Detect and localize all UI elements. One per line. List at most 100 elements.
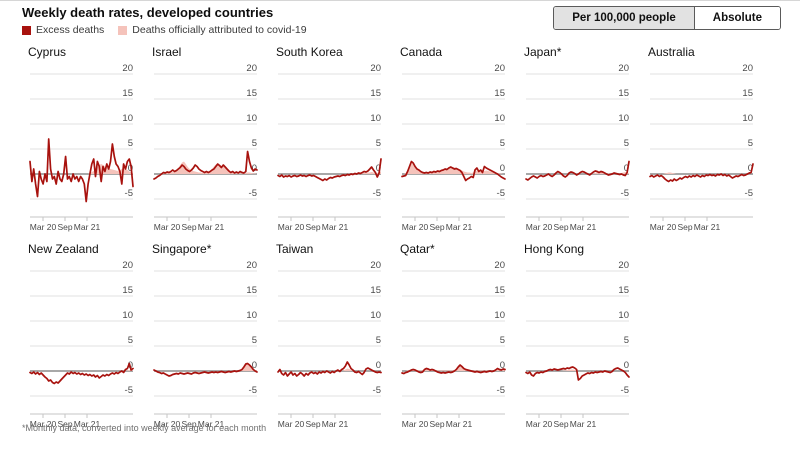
y-tick-label: 10 (494, 113, 505, 124)
y-tick-label: 10 (122, 113, 133, 124)
chart-south-korea: South Korea 20 15 10 5 0 -5 Mar 20 Sep Mar 21 (276, 45, 382, 232)
y-tick-label: 5 (128, 138, 133, 149)
x-tick-label: Mar 20 (650, 222, 677, 232)
x-tick-label: Sep (305, 222, 320, 232)
y-tick-label: 15 (122, 88, 133, 99)
y-tick-label: 5 (376, 335, 381, 346)
excess-deaths-line (29, 362, 134, 385)
y-tick-label: -5 (249, 188, 257, 199)
chart-title: Israel (152, 45, 182, 59)
x-tick-label: Sep (57, 222, 72, 232)
covid-deaths-area (30, 164, 133, 174)
x-tick-label: Mar 21 (322, 222, 349, 232)
y-tick-label: 20 (246, 63, 257, 74)
excess-deaths-line (401, 364, 506, 375)
chart-qatar: Qatar* 20 15 10 5 0 -5 Mar 20 Sep Mar 21 (400, 242, 506, 429)
y-tick-label: 10 (246, 310, 257, 321)
y-tick-label: 20 (246, 260, 257, 271)
excess-deaths-line (277, 361, 382, 377)
x-tick-label: Sep (553, 419, 568, 429)
chart-title: Australia (648, 45, 695, 59)
x-tick-label: Mar 21 (570, 419, 597, 429)
x-tick-label: Mar 20 (278, 419, 305, 429)
x-tick-label: Sep (181, 419, 196, 429)
y-tick-label: -5 (497, 188, 505, 199)
chart-title: Qatar* (400, 242, 435, 256)
x-tick-label: Mar 20 (30, 419, 57, 429)
y-tick-label: 20 (618, 260, 629, 271)
x-tick-label: Mar 21 (74, 222, 101, 232)
y-tick-label: 15 (122, 285, 133, 296)
chart-israel: Israel 20 15 10 5 0 -5 Mar 20 Sep Mar 21 (152, 45, 258, 232)
chart-cyprus: Cyprus 20 15 10 5 0 -5 Mar 20 Sep Mar 21 (28, 45, 134, 232)
y-tick-label: 0 (376, 360, 381, 371)
x-tick-label: Mar 21 (446, 222, 473, 232)
excess-deaths-line (525, 366, 630, 381)
chart-singapore: Singapore* 20 15 10 5 0 -5 Mar 20 Sep Mar 21 (152, 242, 258, 429)
y-tick-label: 5 (748, 138, 753, 149)
charts-row-1: Cyprus 20 15 10 5 0 -5 Mar 20 Sep Mar 21 Israel 20 1… (28, 45, 774, 232)
y-tick-label: 20 (122, 63, 133, 74)
y-tick-label: 5 (500, 335, 505, 346)
y-tick-label: 15 (742, 88, 753, 99)
legend-item-covid-deaths: Deaths officially attributed to covid-19 (118, 24, 307, 36)
absolute-button[interactable]: Absolute (694, 7, 780, 29)
covid-deaths-area (154, 161, 257, 174)
unit-toggle: Per 100,000 people Absolute (553, 6, 781, 30)
y-tick-label: 10 (370, 113, 381, 124)
y-tick-label: 10 (494, 310, 505, 321)
x-tick-label: Mar 21 (694, 222, 721, 232)
per-100000-people-button[interactable]: Per 100,000 people (554, 7, 695, 29)
y-tick-label: 0 (252, 163, 257, 174)
y-tick-label: 20 (370, 63, 381, 74)
covid-deaths-area (526, 172, 629, 174)
chart-canada: Canada 20 15 10 5 0 -5 Mar 20 Sep Mar 21 (400, 45, 506, 232)
page-title: Weekly death rates, developed countries (22, 5, 274, 20)
x-tick-label: Mar 20 (402, 222, 429, 232)
covid-deaths-swatch-icon (118, 25, 128, 35)
x-tick-label: Mar 21 (198, 419, 225, 429)
x-tick-label: Mar 20 (30, 222, 57, 232)
x-tick-label: Sep (305, 419, 320, 429)
chart-title: Hong Kong (524, 242, 585, 256)
x-tick-label: Mar 21 (446, 419, 473, 429)
y-tick-label: 10 (618, 113, 629, 124)
excess-deaths-line (401, 160, 506, 182)
y-tick-label: 5 (624, 138, 629, 149)
x-tick-label: Mar 21 (322, 419, 349, 429)
y-tick-label: 5 (128, 335, 133, 346)
y-tick-label: 15 (370, 88, 381, 99)
chart-title: Canada (400, 45, 443, 59)
y-tick-label: -5 (745, 188, 753, 199)
chart-japan: Japan* 20 15 10 5 0 -5 Mar 20 Sep Mar 21 (524, 45, 630, 232)
y-tick-label: 5 (376, 138, 381, 149)
y-tick-label: 10 (742, 113, 753, 124)
chart-title: Japan* (524, 45, 562, 59)
x-tick-label: Mar 20 (526, 419, 553, 429)
y-tick-label: -5 (621, 188, 629, 199)
y-tick-label: 20 (494, 63, 505, 74)
y-tick-label: 15 (618, 285, 629, 296)
legend-label: Deaths officially attributed to covid-19 (132, 24, 307, 36)
x-tick-label: Sep (429, 222, 444, 232)
y-tick-label: 15 (618, 88, 629, 99)
x-tick-label: Mar 20 (154, 419, 181, 429)
y-tick-label: 5 (500, 138, 505, 149)
y-tick-label: 15 (494, 285, 505, 296)
chart-australia: Australia 20 15 10 5 0 -5 Mar 20 Sep Mar 21 (648, 45, 754, 232)
y-tick-label: 0 (748, 163, 753, 174)
covid-deaths-area (650, 172, 753, 174)
legend-label: Excess deaths (36, 24, 105, 36)
y-tick-label: 10 (122, 310, 133, 321)
chart-title: Taiwan (276, 242, 314, 256)
y-tick-label: -5 (373, 385, 381, 396)
excess-deaths-line (153, 150, 258, 180)
